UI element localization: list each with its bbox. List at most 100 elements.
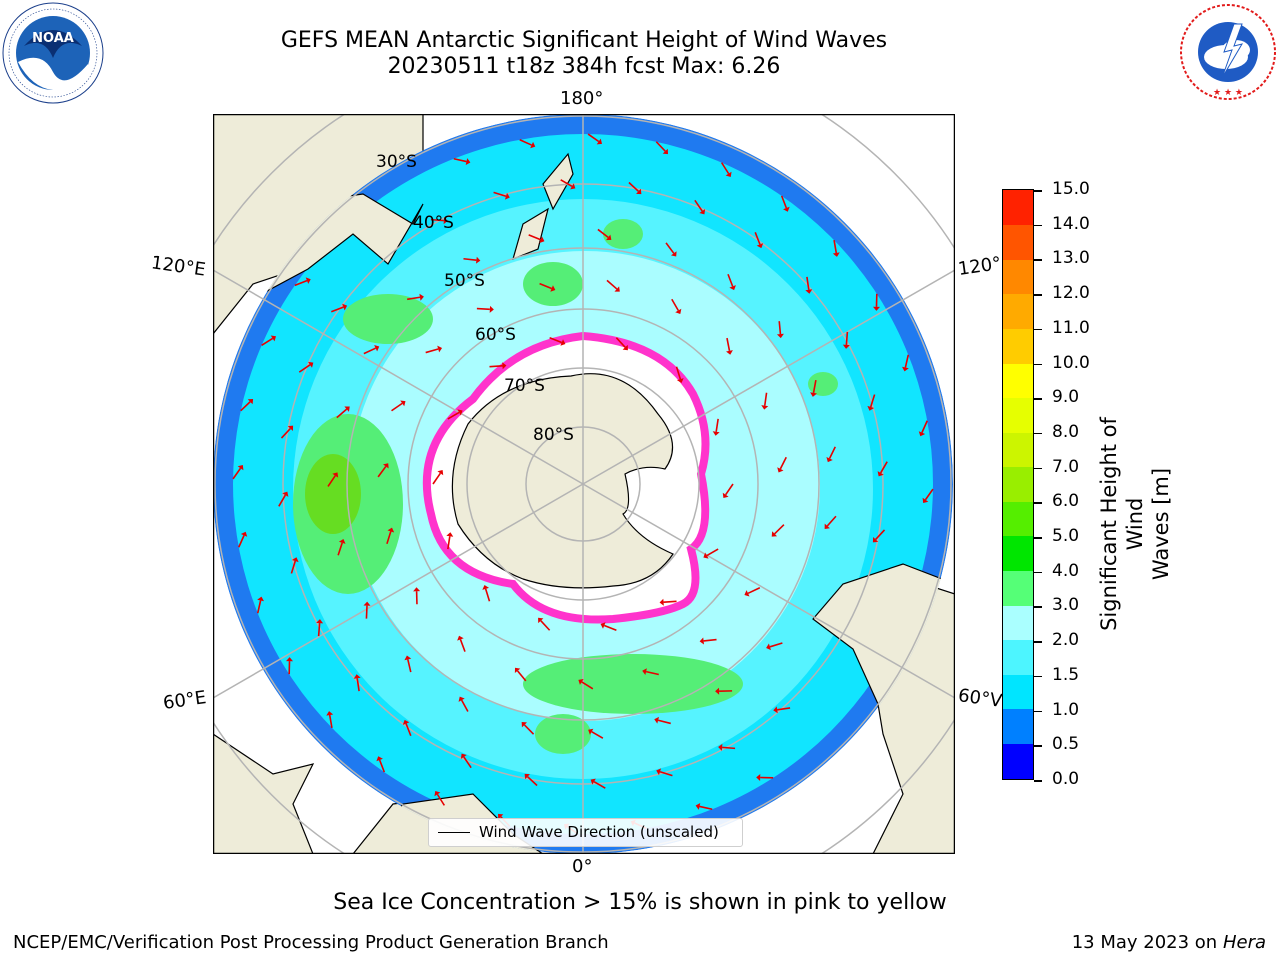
colorbar-tick-mark [1034, 502, 1042, 504]
lat-label-30s: 30°S [376, 152, 417, 172]
wave-direction-arrowhead [826, 456, 833, 463]
wave-direction-arrowhead [287, 425, 294, 431]
wave-direction-arrowhead [504, 192, 510, 200]
wave-direction-arrow [754, 231, 761, 245]
colorbar-tick-label: 8.0 [1052, 421, 1080, 442]
wave-direction-arrowhead [434, 790, 441, 797]
colorbar-tick-mark [1034, 259, 1042, 261]
wave-direction-arrowhead [771, 531, 778, 537]
wave-direction-arrow [327, 475, 336, 487]
colorbar-tick-mark [1034, 745, 1042, 747]
wave-direction-arrowhead [777, 467, 784, 473]
legend-line-icon [438, 832, 470, 833]
wave-direction-arrow [290, 560, 297, 574]
colorbar-tick-mark [1034, 190, 1042, 192]
colorbar [1002, 189, 1034, 780]
colorbar-tick-label: 13.0 [1052, 248, 1090, 269]
wave-direction-arrow [317, 623, 321, 637]
wave-direction-arrow [778, 321, 782, 335]
wave-direction-arrowhead [489, 305, 494, 313]
wave-direction-arrow [720, 162, 730, 175]
wave-direction-arrowhead [308, 361, 314, 368]
colorbar-segment [1003, 501, 1033, 537]
wave-direction-arrow [875, 529, 886, 540]
svg-text:★ ★ ★: ★ ★ ★ [1213, 88, 1243, 98]
wave-direction-arrow [328, 714, 333, 728]
wave-direction-arrowhead [570, 183, 576, 190]
wave-direction-arrowhead [622, 344, 628, 351]
wave-direction-arrow [587, 133, 600, 143]
wave-direction-arrowhead [922, 497, 929, 503]
wave-direction-arrowhead [776, 333, 784, 339]
wave-direction-arrow [833, 240, 838, 254]
wave-direction-arrowhead [476, 256, 481, 264]
wave-direction-arrowhead [338, 539, 346, 544]
colorbar-tick-mark [1034, 398, 1042, 400]
wave-direction-arrowhead [539, 236, 545, 243]
wave-direction-arrowhead [270, 335, 277, 342]
colorbar-segment [1003, 466, 1033, 502]
wave-direction-arrow [463, 257, 477, 261]
wave-direction-arrow [528, 234, 542, 241]
wave-direction-arrowhead [656, 768, 662, 776]
lat-label-80s: 80°S [533, 425, 574, 445]
wave-direction-arrow [337, 542, 343, 556]
wave-direction-arrowhead [642, 668, 647, 676]
wave-direction-arrowhead [344, 406, 350, 412]
wave-direction-arrowhead [872, 537, 879, 543]
wave-direction-arrowhead [606, 234, 612, 241]
wave-direction-arrow [727, 273, 734, 287]
wave-direction-arrowhead [588, 728, 594, 735]
colorbar-tick-label: 15.0 [1052, 179, 1090, 199]
wave-direction-arrow [238, 535, 245, 548]
wave-direction-arrowhead [832, 252, 840, 257]
wave-direction-arrow [463, 756, 472, 769]
wave-direction-arrow [540, 620, 551, 631]
wave-direction-arrow [447, 536, 451, 550]
wave-direction-arrow [655, 141, 666, 152]
wave-direction-arrow [904, 354, 910, 368]
wave-direction-arrowhead [578, 678, 584, 685]
wave-direction-arrowhead [446, 532, 454, 537]
colorbar-tick-mark [1034, 780, 1042, 782]
wave-direction-arrow [476, 307, 490, 311]
colorbar-tick-label: 7.0 [1052, 456, 1080, 477]
colorbar-tick-label: 3.0 [1052, 595, 1080, 616]
wave-direction-arrowhead [482, 585, 490, 590]
wave-direction-arrow [777, 707, 791, 711]
wave-direction-arrowhead [413, 587, 421, 592]
wave-direction-arrow [628, 181, 639, 192]
wave-direction-arrow [459, 639, 466, 652]
wave-direction-arrowhead [805, 289, 813, 294]
wave-direction-arrow [298, 364, 311, 373]
wave-direction-arrow [294, 279, 308, 287]
colorbar-tick-mark [1034, 641, 1042, 643]
wave-direction-arrow [774, 524, 785, 535]
wave-direction-arrow [845, 331, 849, 345]
map-panel [142, 43, 1024, 925]
wave-direction-arrow [493, 191, 507, 198]
wave-direction-arrowhead [342, 303, 348, 311]
wave-direction-arrowhead [457, 635, 464, 641]
wave-direction-arrowhead [675, 308, 682, 314]
colorbar-title-line2: Waves [m] [1149, 467, 1173, 581]
wave-direction-arrowhead [530, 141, 536, 149]
wave-direction-arrowhead [443, 217, 448, 225]
wave-direction-arrow [703, 638, 717, 642]
colorbar-tick-label: 4.0 [1052, 560, 1080, 581]
wave-direction-arrow [747, 587, 761, 595]
wave-direction-arrow [645, 670, 659, 676]
lat-label-60s: 60°S [475, 325, 516, 345]
wave-direction-arrow [447, 411, 460, 420]
wave-direction-arrowhead [326, 711, 334, 716]
map-frame [212, 113, 956, 855]
colorbar-tick-label: 5.0 [1052, 526, 1080, 547]
colorbar-tick-mark [1034, 432, 1042, 435]
wave-direction-arrow [921, 420, 928, 433]
colorbar-segment [1003, 535, 1033, 572]
wave-direction-arrow [560, 179, 573, 188]
colorbar-segment [1003, 674, 1033, 710]
wave-direction-arrow [591, 731, 604, 739]
wave-direction-arrowhead [773, 706, 778, 714]
wave-direction-arrowhead [842, 344, 850, 349]
